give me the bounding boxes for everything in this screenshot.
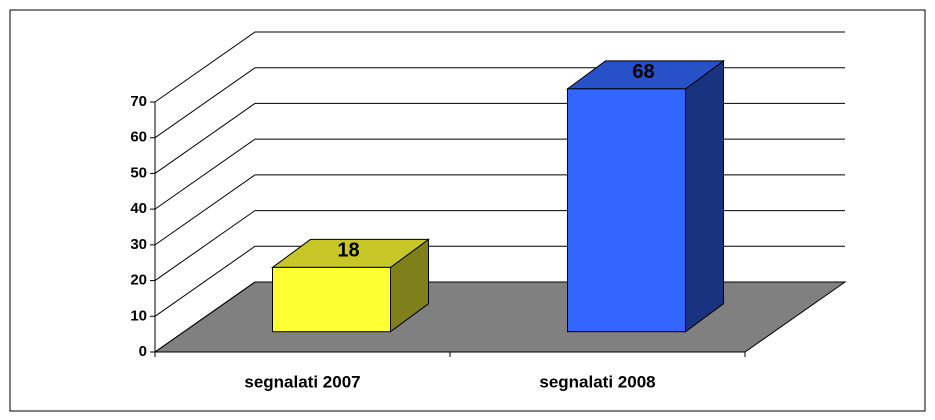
data-label: 18 [337, 240, 359, 262]
bar [567, 88, 686, 333]
y-tick-label: 20 [130, 272, 147, 289]
y-tick-label: 30 [130, 236, 147, 253]
bar-side [685, 59, 724, 333]
y-tick-label: 10 [130, 307, 147, 324]
x-tick-label: segnalati 2008 [539, 372, 655, 391]
y-tick-label: 50 [130, 164, 147, 181]
y-tick-label: 60 [130, 129, 147, 146]
data-label: 68 [632, 61, 654, 83]
y-tick-label: 40 [130, 200, 147, 217]
bar [272, 266, 391, 333]
x-tick-label: segnalati 2007 [244, 372, 360, 391]
floor [153, 281, 847, 353]
grid-line [154, 31, 845, 103]
y-tick-label: 0 [139, 343, 147, 360]
y-tick-label: 70 [130, 93, 147, 110]
